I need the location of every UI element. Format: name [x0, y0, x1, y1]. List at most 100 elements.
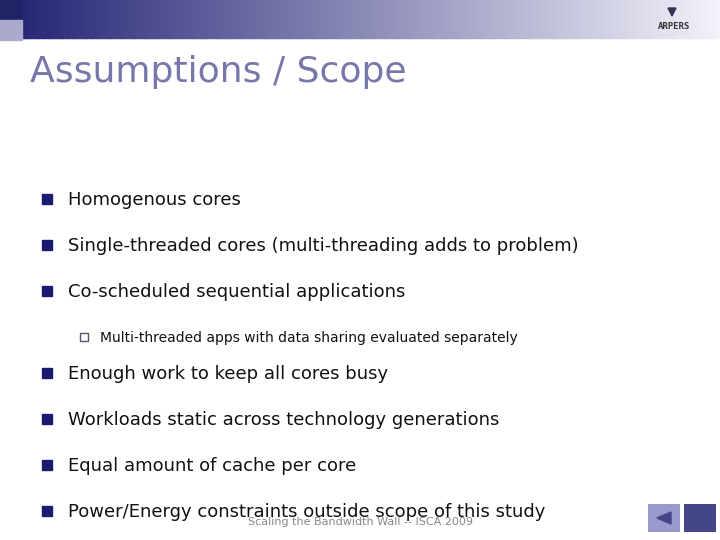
Bar — [521, 0, 523, 38]
Bar — [473, 0, 476, 38]
Bar — [279, 0, 282, 38]
Bar — [698, 0, 701, 38]
Bar — [178, 0, 181, 38]
Bar — [295, 0, 298, 38]
Bar — [708, 0, 711, 38]
Bar — [367, 0, 370, 38]
Bar — [389, 0, 392, 38]
Bar — [369, 0, 372, 38]
Bar — [461, 0, 464, 38]
Bar — [338, 0, 341, 38]
Bar — [446, 0, 449, 38]
Bar — [9, 0, 12, 38]
Bar — [110, 0, 113, 38]
Bar — [360, 0, 363, 38]
Bar — [621, 0, 624, 38]
Bar — [466, 0, 469, 38]
Bar — [42, 368, 52, 378]
Bar — [610, 0, 613, 38]
Bar — [564, 0, 567, 38]
Bar — [42, 414, 52, 424]
Bar — [526, 0, 528, 38]
Bar — [441, 0, 444, 38]
Bar — [499, 0, 502, 38]
Bar — [571, 0, 574, 38]
Bar — [410, 0, 413, 38]
Bar — [228, 0, 231, 38]
Bar — [355, 0, 358, 38]
Bar — [511, 0, 514, 38]
Bar — [24, 0, 27, 38]
Bar — [187, 0, 190, 38]
Bar — [405, 0, 408, 38]
Bar — [293, 0, 296, 38]
Bar — [475, 0, 478, 38]
Bar — [101, 0, 104, 38]
Bar — [45, 0, 48, 38]
Bar — [547, 0, 550, 38]
Bar — [254, 0, 257, 38]
Bar — [139, 0, 142, 38]
Bar — [58, 0, 60, 38]
Bar — [379, 0, 382, 38]
Bar — [264, 0, 267, 38]
Bar — [418, 0, 420, 38]
Bar — [715, 0, 718, 38]
Bar — [60, 0, 63, 38]
Bar — [225, 0, 228, 38]
Bar — [276, 0, 279, 38]
Bar — [77, 0, 80, 38]
Bar — [617, 0, 620, 38]
Bar — [122, 0, 125, 38]
Bar — [113, 0, 116, 38]
Bar — [63, 0, 66, 38]
Bar — [0, 0, 3, 38]
Bar — [567, 0, 570, 38]
Bar — [53, 0, 55, 38]
Bar — [439, 0, 442, 38]
Bar — [353, 0, 356, 38]
Bar — [333, 0, 336, 38]
Bar — [495, 0, 498, 38]
Bar — [168, 0, 171, 38]
Bar — [583, 0, 586, 38]
Bar — [401, 0, 404, 38]
Bar — [516, 0, 519, 38]
Bar — [634, 0, 636, 38]
Bar — [581, 0, 584, 38]
Bar — [667, 0, 670, 38]
Bar — [19, 0, 22, 38]
Polygon shape — [668, 8, 676, 16]
Bar — [559, 0, 562, 38]
Bar — [319, 0, 322, 38]
Bar — [408, 0, 411, 38]
Bar — [7, 0, 10, 38]
Bar — [482, 0, 485, 38]
Bar — [302, 0, 305, 38]
Bar — [103, 0, 106, 38]
Bar — [55, 0, 58, 38]
Bar — [261, 0, 264, 38]
Bar — [540, 0, 543, 38]
Bar — [151, 0, 154, 38]
Bar — [182, 0, 185, 38]
Bar — [144, 0, 147, 38]
Bar — [451, 0, 454, 38]
Bar — [605, 0, 608, 38]
Bar — [31, 0, 34, 38]
Bar — [646, 0, 649, 38]
Bar — [329, 0, 332, 38]
Bar — [158, 0, 161, 38]
Bar — [127, 0, 130, 38]
Bar — [456, 0, 459, 38]
Bar — [189, 0, 192, 38]
Bar — [209, 0, 212, 38]
Bar — [173, 0, 176, 38]
Bar — [207, 0, 210, 38]
Bar — [648, 0, 651, 38]
Bar — [504, 0, 507, 38]
Bar — [42, 194, 52, 204]
Bar — [588, 0, 591, 38]
Bar — [252, 0, 255, 38]
Bar — [538, 0, 541, 38]
